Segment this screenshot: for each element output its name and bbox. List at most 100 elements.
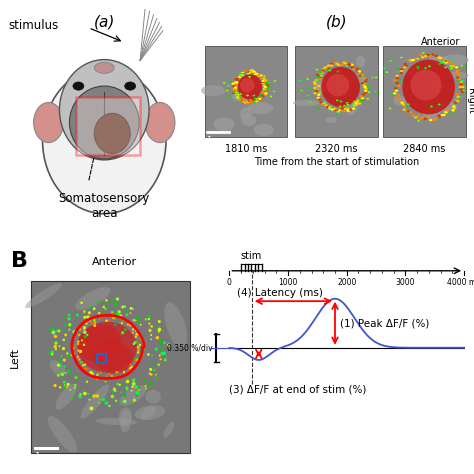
- Ellipse shape: [142, 342, 145, 344]
- Ellipse shape: [137, 321, 140, 323]
- Ellipse shape: [327, 64, 330, 67]
- Ellipse shape: [139, 344, 141, 346]
- Ellipse shape: [338, 109, 342, 111]
- Ellipse shape: [135, 360, 137, 362]
- Ellipse shape: [319, 72, 323, 74]
- Ellipse shape: [253, 71, 256, 73]
- Ellipse shape: [327, 74, 349, 96]
- Ellipse shape: [443, 60, 447, 62]
- Ellipse shape: [132, 319, 135, 321]
- Ellipse shape: [249, 69, 253, 72]
- Ellipse shape: [448, 62, 451, 64]
- Ellipse shape: [136, 333, 138, 336]
- Ellipse shape: [326, 67, 329, 70]
- Ellipse shape: [157, 328, 161, 331]
- Ellipse shape: [201, 85, 225, 96]
- Ellipse shape: [356, 100, 360, 102]
- Ellipse shape: [48, 416, 77, 453]
- Ellipse shape: [244, 70, 247, 72]
- Ellipse shape: [358, 102, 362, 105]
- Ellipse shape: [93, 376, 95, 379]
- Ellipse shape: [375, 91, 378, 93]
- Ellipse shape: [64, 384, 65, 386]
- Ellipse shape: [417, 120, 420, 122]
- Ellipse shape: [118, 383, 121, 386]
- Ellipse shape: [444, 66, 447, 68]
- Ellipse shape: [140, 356, 142, 359]
- Ellipse shape: [458, 80, 460, 82]
- Text: 3000: 3000: [396, 278, 415, 287]
- Ellipse shape: [375, 76, 378, 78]
- Ellipse shape: [99, 399, 101, 401]
- Ellipse shape: [262, 80, 265, 82]
- Ellipse shape: [442, 55, 469, 65]
- Ellipse shape: [456, 100, 458, 101]
- Ellipse shape: [426, 116, 430, 118]
- Ellipse shape: [316, 69, 319, 71]
- Ellipse shape: [85, 322, 88, 325]
- Ellipse shape: [90, 306, 93, 309]
- Ellipse shape: [342, 110, 346, 112]
- Ellipse shape: [133, 399, 136, 402]
- Ellipse shape: [364, 90, 368, 92]
- Ellipse shape: [54, 384, 57, 387]
- Ellipse shape: [78, 395, 82, 398]
- Ellipse shape: [59, 359, 62, 363]
- Ellipse shape: [245, 102, 249, 104]
- Ellipse shape: [66, 383, 70, 386]
- Ellipse shape: [69, 389, 71, 391]
- Ellipse shape: [57, 374, 60, 377]
- Ellipse shape: [440, 62, 443, 64]
- Ellipse shape: [232, 92, 236, 94]
- Ellipse shape: [147, 315, 151, 318]
- Ellipse shape: [71, 354, 73, 356]
- Ellipse shape: [248, 76, 251, 78]
- Ellipse shape: [411, 59, 415, 61]
- Ellipse shape: [346, 65, 348, 67]
- Ellipse shape: [79, 328, 82, 331]
- Ellipse shape: [145, 385, 146, 387]
- Ellipse shape: [113, 317, 116, 319]
- Ellipse shape: [315, 90, 319, 92]
- Ellipse shape: [245, 71, 247, 73]
- Ellipse shape: [84, 364, 86, 366]
- Ellipse shape: [93, 324, 96, 327]
- Ellipse shape: [73, 82, 84, 90]
- Ellipse shape: [130, 324, 133, 327]
- Ellipse shape: [131, 390, 132, 392]
- Ellipse shape: [73, 386, 76, 389]
- Ellipse shape: [462, 80, 465, 82]
- Ellipse shape: [129, 312, 131, 314]
- Ellipse shape: [137, 386, 140, 388]
- Ellipse shape: [100, 315, 103, 318]
- Ellipse shape: [132, 379, 135, 382]
- Ellipse shape: [363, 77, 366, 80]
- Ellipse shape: [251, 73, 254, 74]
- Text: 0.350 %/div: 0.350 %/div: [167, 343, 212, 352]
- Ellipse shape: [459, 83, 463, 86]
- Ellipse shape: [62, 347, 65, 350]
- Ellipse shape: [255, 73, 258, 75]
- Ellipse shape: [113, 376, 116, 379]
- Text: (b): (b): [326, 15, 347, 30]
- Ellipse shape: [383, 67, 386, 69]
- Ellipse shape: [132, 382, 136, 386]
- Ellipse shape: [417, 67, 419, 69]
- Ellipse shape: [401, 103, 405, 106]
- Ellipse shape: [75, 384, 76, 386]
- Ellipse shape: [438, 103, 441, 105]
- Text: Right: Right: [466, 88, 474, 114]
- Ellipse shape: [252, 100, 255, 102]
- Ellipse shape: [417, 66, 419, 67]
- Ellipse shape: [459, 81, 463, 83]
- Ellipse shape: [255, 100, 258, 103]
- Ellipse shape: [234, 84, 238, 86]
- Ellipse shape: [266, 86, 270, 88]
- Ellipse shape: [324, 101, 327, 103]
- Ellipse shape: [242, 99, 246, 101]
- Ellipse shape: [137, 351, 139, 354]
- Ellipse shape: [83, 344, 85, 346]
- Ellipse shape: [313, 83, 317, 85]
- Ellipse shape: [43, 68, 166, 214]
- Ellipse shape: [91, 322, 93, 325]
